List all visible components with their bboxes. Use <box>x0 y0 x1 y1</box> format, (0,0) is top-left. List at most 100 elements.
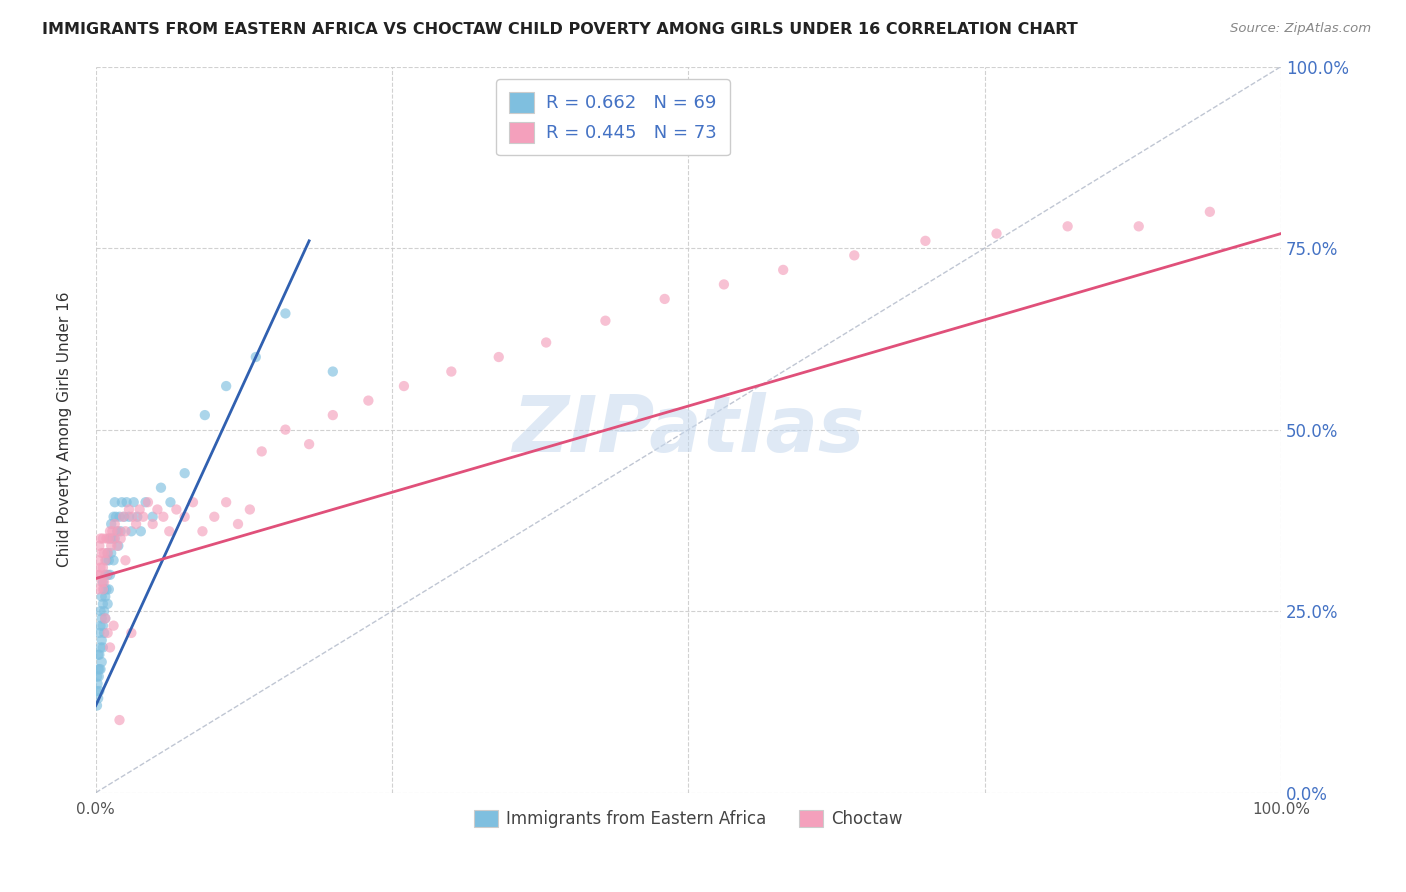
Point <box>91 618 114 632</box>
Point <box>104 516 127 531</box>
Point <box>298 437 321 451</box>
Point <box>86 677 108 691</box>
Point <box>173 509 195 524</box>
Point <box>202 509 225 524</box>
Point <box>89 567 111 582</box>
Point <box>146 502 169 516</box>
Point <box>440 365 463 379</box>
Point <box>149 481 172 495</box>
Point <box>245 350 267 364</box>
Y-axis label: Child Poverty Among Girls Under 16: Child Poverty Among Girls Under 16 <box>58 292 72 567</box>
Point <box>97 546 120 560</box>
Point <box>91 575 114 590</box>
Point <box>122 495 145 509</box>
Point <box>274 423 297 437</box>
Point <box>93 626 115 640</box>
Point <box>97 532 120 546</box>
Point <box>322 365 344 379</box>
Point <box>91 640 114 655</box>
Point <box>94 567 117 582</box>
Point <box>142 509 165 524</box>
Point <box>87 553 110 567</box>
Point <box>97 553 120 567</box>
Point <box>91 597 114 611</box>
Point <box>110 524 132 539</box>
Point <box>91 560 114 574</box>
Point <box>142 516 165 531</box>
Point <box>1198 204 1220 219</box>
Point <box>91 582 114 597</box>
Point <box>89 662 111 676</box>
Point <box>90 532 112 546</box>
Point <box>110 532 132 546</box>
Point <box>89 626 111 640</box>
Point <box>90 633 112 648</box>
Point <box>87 669 110 683</box>
Point <box>96 532 118 546</box>
Point <box>103 532 125 546</box>
Point <box>165 502 187 516</box>
Point <box>121 509 143 524</box>
Point <box>1128 219 1150 234</box>
Point <box>118 509 141 524</box>
Point <box>118 502 141 516</box>
Point <box>114 524 136 539</box>
Point <box>103 618 125 632</box>
Point <box>90 575 112 590</box>
Point <box>97 597 120 611</box>
Point <box>713 277 735 292</box>
Point <box>986 227 1008 241</box>
Point <box>654 292 676 306</box>
Point <box>89 539 111 553</box>
Text: Source: ZipAtlas.com: Source: ZipAtlas.com <box>1230 22 1371 36</box>
Point <box>97 582 120 597</box>
Point <box>90 611 112 625</box>
Point <box>86 698 108 713</box>
Point <box>120 524 142 539</box>
Point <box>87 582 110 597</box>
Point <box>595 314 617 328</box>
Point <box>93 546 115 560</box>
Legend: Immigrants from Eastern Africa, Choctaw: Immigrants from Eastern Africa, Choctaw <box>468 804 910 835</box>
Point <box>86 567 108 582</box>
Point <box>135 495 157 509</box>
Point <box>87 662 110 676</box>
Point <box>94 611 117 625</box>
Point <box>93 582 115 597</box>
Point <box>488 350 510 364</box>
Point <box>98 524 121 539</box>
Point <box>90 655 112 669</box>
Point <box>86 684 108 698</box>
Point <box>125 516 148 531</box>
Point <box>173 466 195 480</box>
Point <box>87 648 110 662</box>
Point <box>772 263 794 277</box>
Point <box>97 546 120 560</box>
Point <box>96 553 118 567</box>
Point <box>844 248 866 262</box>
Point <box>152 509 174 524</box>
Point <box>86 669 108 683</box>
Point <box>90 590 112 604</box>
Point <box>98 567 121 582</box>
Point <box>105 524 128 539</box>
Point <box>114 553 136 567</box>
Text: ZIPatlas: ZIPatlas <box>512 392 865 467</box>
Point <box>107 524 129 539</box>
Point <box>181 495 204 509</box>
Point <box>239 502 262 516</box>
Point <box>101 524 124 539</box>
Text: IMMIGRANTS FROM EASTERN AFRICA VS CHOCTAW CHILD POVERTY AMONG GIRLS UNDER 16 COR: IMMIGRANTS FROM EASTERN AFRICA VS CHOCTA… <box>42 22 1078 37</box>
Point <box>98 532 121 546</box>
Point <box>159 495 181 509</box>
Point <box>89 684 111 698</box>
Point <box>112 509 135 524</box>
Point <box>101 532 124 546</box>
Point <box>132 509 155 524</box>
Point <box>104 495 127 509</box>
Point <box>94 590 117 604</box>
Point <box>108 509 131 524</box>
Point <box>97 626 120 640</box>
Point <box>108 713 131 727</box>
Point <box>90 662 112 676</box>
